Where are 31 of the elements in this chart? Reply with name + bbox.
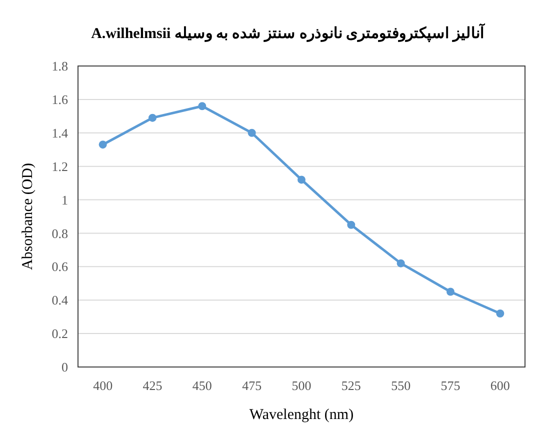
- x-tick-label: 475: [242, 378, 262, 393]
- x-tick-label: 550: [391, 378, 411, 393]
- x-tick-label: 400: [93, 378, 113, 393]
- point: [148, 114, 156, 122]
- y-tick-label: 0: [62, 360, 68, 375]
- y-tick-label: 1.6: [52, 92, 68, 107]
- point: [446, 288, 454, 296]
- y-tick-label: 1.2: [52, 158, 68, 174]
- x-tick-label: 450: [192, 378, 212, 393]
- point: [248, 128, 256, 137]
- y-tick-label: 0.2: [52, 326, 68, 342]
- chart-title: آنالیز اسپکتروفتومتری نانوذره سنتز شده به وسیله A.wilhelmsii: [91, 23, 486, 43]
- point: [198, 102, 206, 110]
- y-tick-label: 0.6: [52, 259, 68, 274]
- y-tick-label: 1.8: [52, 58, 68, 74]
- point: [496, 309, 504, 318]
- y-axis-title: Absorbance (OD): [20, 162, 36, 270]
- x-axis-title: Wavelenght (nm): [249, 407, 354, 423]
- y-tick-label: 0.4: [52, 292, 68, 308]
- x-tick-label: 600: [490, 378, 510, 393]
- x-tick-label: 575: [440, 378, 460, 393]
- point: [347, 220, 356, 229]
- y-tick-label: 0.8: [52, 226, 68, 241]
- point: [298, 176, 306, 184]
- x-tick-label: 425: [142, 378, 162, 393]
- point: [98, 140, 107, 149]
- point: [396, 259, 405, 268]
- x-tick-label: 500: [292, 378, 312, 393]
- y-tick-label: 1.4: [52, 125, 68, 140]
- y-tick-label: 1: [62, 192, 68, 208]
- x-tick-label: 525: [341, 378, 361, 393]
